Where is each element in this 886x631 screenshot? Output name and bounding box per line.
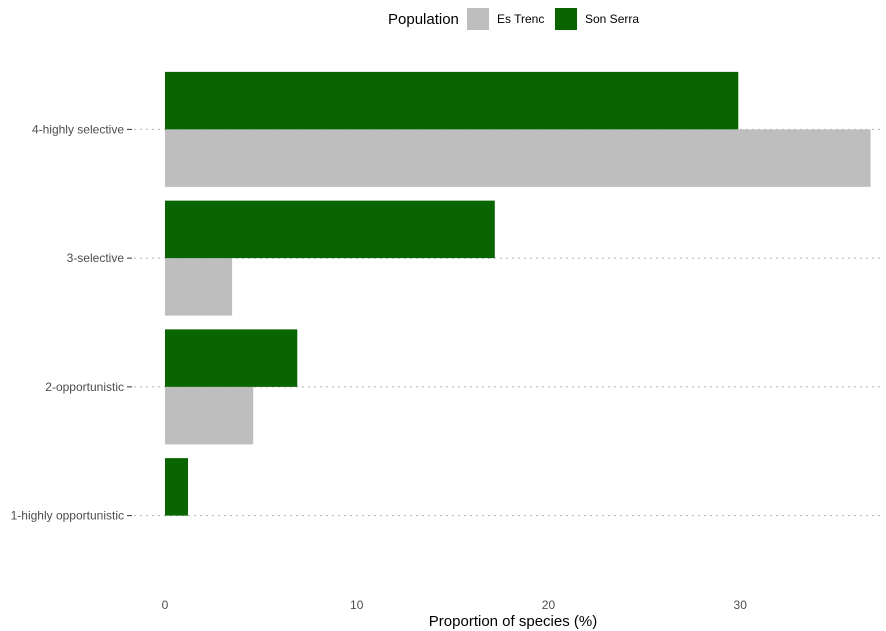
bar-son-serra-1-highly-opportunistic <box>165 458 189 516</box>
bar-es-trenc-3-selective <box>165 258 233 316</box>
bar-son-serra-4-highly-selective <box>165 71 739 130</box>
bar-son-serra-3-selective <box>165 200 495 259</box>
x-axis: 0 10 20 30 <box>162 598 748 612</box>
y-tick-label-2-opportunistic: 2-opportunistic <box>45 380 124 394</box>
legend-swatch-es-trenc <box>467 8 489 30</box>
legend: Population Es Trenc Son Serra <box>388 8 639 30</box>
legend-label-son-serra: Son Serra <box>585 12 639 26</box>
x-tick-label-20: 20 <box>542 598 556 612</box>
y-axis: 1-highly opportunistic 2-opportunistic 3-s… <box>11 122 132 523</box>
y-tick-label-3-selective: 3-selective <box>67 251 125 265</box>
bar-es-trenc-2-opportunistic <box>165 386 254 445</box>
x-tick-label-0: 0 <box>162 598 169 612</box>
x-tick-label-30: 30 <box>734 598 748 612</box>
bar-es-trenc-4-highly-selective <box>165 129 871 187</box>
legend-swatch-son-serra <box>555 8 577 30</box>
x-tick-label-10: 10 <box>350 598 364 612</box>
legend-label-es-trenc: Es Trenc <box>497 12 544 26</box>
gridlines <box>134 128 884 517</box>
bars <box>165 71 871 516</box>
y-tick-label-4-highly-selective: 4-highly selective <box>32 122 124 136</box>
y-tick-label-1-highly-opportunistic: 1-highly opportunistic <box>11 509 124 523</box>
x-axis-title: Proportion of species (%) <box>429 613 597 630</box>
legend-title: Population <box>388 11 459 28</box>
bar-son-serra-2-opportunistic <box>165 329 298 387</box>
